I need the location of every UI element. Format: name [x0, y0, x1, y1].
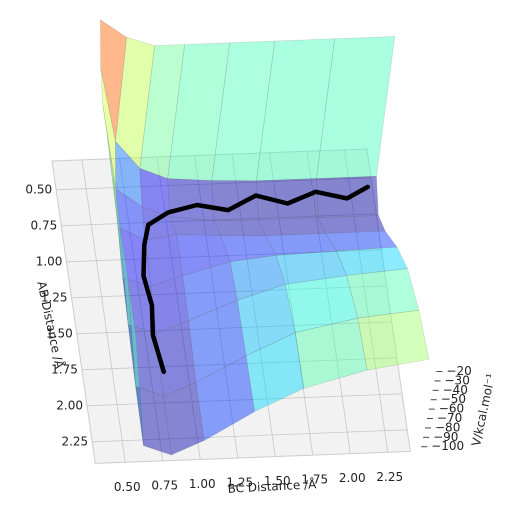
- y-tick-label: 1.00: [36, 254, 63, 268]
- surface-patch: [102, 105, 119, 228]
- surface-patch: [211, 180, 259, 222]
- z-tick-label: −50: [441, 392, 466, 406]
- x-tick-label: 0.75: [151, 478, 178, 492]
- surface-patch: [213, 219, 266, 236]
- z-tick-label: −30: [445, 373, 470, 387]
- grid-line: [269, 152, 314, 456]
- grid-line: [71, 285, 387, 299]
- surface-patch: [144, 233, 184, 287]
- surface-patch: [139, 44, 186, 180]
- z-tick-label: −70: [437, 411, 462, 425]
- surface-patch: [100, 67, 117, 190]
- surface-patch: [175, 233, 231, 276]
- y-tick-label: 2.25: [61, 434, 88, 448]
- surface-patch: [167, 42, 231, 181]
- surface-patch: [195, 355, 255, 442]
- z-tick-label: −60: [439, 402, 464, 416]
- surface-patch: [115, 37, 156, 170]
- grid-line: [56, 177, 372, 191]
- y-tick-label: 0.50: [25, 182, 52, 196]
- grid-line: [344, 149, 389, 453]
- grid-line: [61, 213, 377, 227]
- grid-line: [87, 393, 403, 407]
- surface-patch: [257, 217, 326, 236]
- surface-patch: [115, 140, 143, 208]
- z-tick-label: −20: [446, 364, 471, 378]
- surface-patch: [324, 230, 398, 252]
- surface-patch: [167, 178, 214, 222]
- z-tick-label: −90: [433, 430, 458, 444]
- surface: [100, 19, 430, 456]
- x-tick-label: 1.75: [301, 473, 328, 487]
- grid-line: [92, 429, 408, 443]
- surface-patch: [275, 250, 347, 285]
- y-tick-label: 2.00: [56, 398, 83, 412]
- x-tick-label: 1.50: [264, 474, 291, 488]
- x-tick-label: 2.25: [376, 470, 403, 484]
- surface-patch: [155, 320, 197, 397]
- x-tick-label: 1.25: [226, 475, 253, 489]
- grid-line: [81, 159, 126, 463]
- surface-patch: [113, 177, 129, 325]
- surface-patch: [256, 38, 336, 182]
- surface-patch: [236, 284, 296, 357]
- y-tick-label: 1.25: [41, 290, 68, 304]
- trajectory: [141, 184, 371, 375]
- surface-patch: [256, 178, 319, 221]
- grid-line: [76, 321, 392, 335]
- grid-line: [119, 158, 164, 461]
- surface-patch: [127, 278, 144, 446]
- grid-line: [306, 151, 351, 454]
- surface-patch: [182, 261, 238, 322]
- grid-line: [81, 357, 397, 371]
- surface-patch: [188, 299, 247, 383]
- z-tick-label: −40: [443, 383, 468, 397]
- surface-patch: [284, 275, 359, 333]
- surface-patch: [264, 232, 338, 256]
- surface-patch: [245, 332, 305, 413]
- surface-patch: [346, 268, 420, 319]
- x-tick-label: 0.50: [114, 480, 141, 494]
- floor-pane: [51, 148, 411, 464]
- grid-line: [156, 156, 201, 460]
- surface-patch: [163, 381, 205, 456]
- surface-patch: [106, 134, 123, 278]
- x-tick-label: 1.00: [189, 477, 216, 491]
- surface-patch: [316, 36, 396, 179]
- y-tick-label: 1.50: [46, 326, 73, 340]
- surface-patch: [169, 216, 222, 236]
- surface-patch: [317, 215, 386, 234]
- surface-patch: [135, 385, 172, 456]
- surface-patch: [336, 246, 408, 276]
- z-axis-label: V/kcal.mol⁻¹: [469, 372, 498, 447]
- surface-patch: [220, 235, 277, 263]
- surface-patch: [100, 19, 127, 142]
- surface-patch: [119, 220, 136, 387]
- surface-patch: [139, 167, 171, 218]
- surface-patch: [141, 206, 177, 241]
- x-axis-label: BC Distance /Å: [227, 476, 317, 496]
- surface-patch: [211, 40, 276, 182]
- surface-patch: [357, 309, 430, 371]
- y-tick-label: 0.75: [31, 218, 58, 232]
- grid-line: [66, 249, 382, 263]
- surface-patch: [229, 254, 286, 301]
- z-tick-label: −100: [431, 439, 464, 453]
- z-tick-label: −80: [435, 420, 460, 434]
- x-tick-label: 2.00: [339, 471, 366, 485]
- trajectory-layer: [141, 184, 371, 375]
- y-tick-label: 1.75: [51, 362, 78, 376]
- surface-patch: [294, 317, 368, 389]
- axes: 0.50 0.75 1.00 1.25 1.50 1.75 2.00 2.25 0.50 0.75…: [25, 182, 471, 493]
- floor: [51, 148, 411, 464]
